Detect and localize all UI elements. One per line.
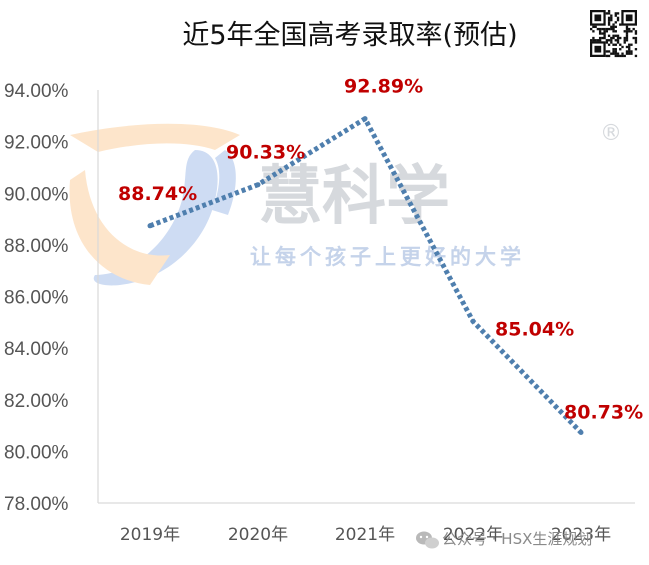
- data-label: 80.73%: [564, 402, 643, 424]
- data-label: 88.74%: [118, 183, 197, 205]
- series-line: [147, 116, 584, 435]
- data-point: [147, 223, 153, 229]
- footer-account-text: 公众号 · HSX生涯规划: [442, 530, 592, 548]
- data-label: 85.04%: [495, 318, 574, 340]
- data-label: 92.89%: [344, 76, 423, 98]
- y-tick-label: 82.00%: [4, 391, 69, 412]
- x-axis-ticks: 2019年 2020年 2021年 2022年 2023年: [120, 525, 611, 545]
- y-tick-label: 92.00%: [4, 133, 69, 154]
- y-tick-label: 86.00%: [4, 288, 69, 309]
- qr-code-icon: [590, 10, 638, 58]
- data-label: 90.33%: [226, 142, 305, 164]
- data-labels: 88.74% 90.33% 92.89% 85.04% 80.73%: [118, 76, 643, 424]
- wechat-icon: [416, 531, 439, 549]
- y-tick-label: 88.00%: [4, 236, 69, 257]
- y-tick-label: 94.00%: [4, 81, 69, 102]
- x-tick-label: 2022年: [443, 525, 503, 545]
- data-point: [255, 182, 261, 188]
- y-tick-label: 84.00%: [4, 339, 69, 360]
- x-tick-label: 2019年: [120, 525, 180, 545]
- y-axis-ticks: 78.00% 80.00% 82.00% 84.00% 86.00% 88.00% 90.0…: [4, 81, 69, 515]
- x-tick-label: 2023年: [551, 525, 611, 545]
- x-tick-label: 2021年: [335, 525, 395, 545]
- data-point: [470, 318, 476, 324]
- chart-title: 近5年全国高考录取率(预估): [182, 20, 517, 51]
- y-tick-label: 80.00%: [4, 442, 69, 463]
- data-point: [578, 430, 584, 435]
- watermark-registered-mark: ®: [600, 121, 622, 146]
- x-tick-label: 2020年: [228, 525, 288, 545]
- y-tick-label: 78.00%: [4, 494, 69, 515]
- y-tick-label: 90.00%: [4, 184, 69, 205]
- watermark-slogan: 让每个孩子上更好的大学: [250, 245, 525, 269]
- data-point: [362, 116, 368, 122]
